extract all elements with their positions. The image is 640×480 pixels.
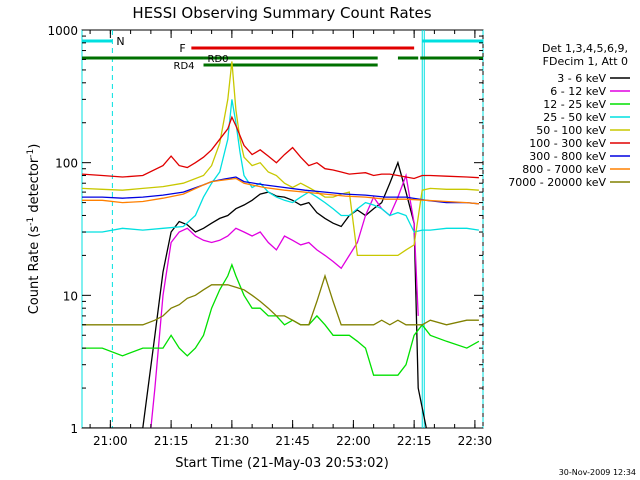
x-tick-label: 22:00 [336, 434, 371, 448]
plot-frame [81, 29, 484, 429]
y-axis-label-end: ) [27, 144, 42, 149]
annotation-layer [81, 30, 484, 428]
x-tick-label: 21:00 [93, 434, 128, 448]
y-tick-label: 1000 [47, 24, 78, 38]
x-tick-label: 22:30 [458, 434, 493, 448]
legend-header-line2: FDecim 1, Att 0 [543, 55, 628, 68]
series-line-4 [82, 61, 479, 257]
y-axis-label-main: Count Rate (s [27, 226, 42, 315]
legend-header-line1: Det 1,3,4,5,6,9, [542, 42, 628, 55]
legend: Det 1,3,4,5,6,9, FDecim 1, Att 0 3 - 6 k… [508, 42, 630, 189]
plot-area: 21:00 21:15 21:30 21:45 22:00 22:15 22:30 1 10 10… [47, 24, 492, 448]
y-tick-label: 10 [63, 289, 78, 303]
y-axis-label: Count Rate (s-1 detector-1) [26, 144, 42, 315]
series-line-1 [150, 173, 419, 428]
y-axis-label-mid: detector [27, 157, 42, 217]
y-axis-label-sup2: -1 [26, 149, 36, 158]
footer-date: 30-Nov-2009 12:34 [559, 468, 636, 477]
x-tick-label: 21:45 [275, 434, 310, 448]
series-line-7 [82, 177, 479, 205]
x-axis-label: Start Time (21-May-03 20:53:02) [175, 456, 389, 471]
ticks-layer: 21:00 21:15 21:30 21:45 22:00 22:15 22:30 1 10 10… [47, 24, 492, 448]
series-line-2 [82, 262, 480, 376]
legend-label-3: 25 - 50 keV [543, 111, 606, 124]
legend-label-4: 50 - 100 keV [536, 124, 606, 137]
series-line-3 [82, 99, 479, 233]
y-tick-label: 100 [55, 157, 78, 171]
legend-label-8: 7000 - 20000 keV [508, 176, 606, 189]
series-line-8 [82, 273, 479, 326]
legend-label-2: 12 - 25 keV [543, 98, 606, 111]
rd0-label: RD0 [208, 54, 229, 65]
y-axis-label-sup1: -1 [26, 217, 36, 226]
rd4-label: RD4 [174, 61, 195, 72]
chart-title: HESSI Observing Summary Count Rates [132, 4, 431, 22]
series-layer [82, 61, 480, 428]
x-tick-label: 21:30 [215, 434, 250, 448]
legend-label-1: 6 - 12 keV [550, 85, 606, 98]
series-line-6 [82, 176, 479, 205]
legend-label-6: 300 - 800 keV [529, 150, 606, 163]
legend-label-7: 800 - 7000 keV [522, 163, 606, 176]
night-label: N [116, 35, 124, 48]
y-tick-label: 1 [70, 422, 78, 436]
legend-label-0: 3 - 6 keV [557, 72, 606, 85]
x-tick-label: 22:15 [397, 434, 432, 448]
flare-label: F [179, 42, 185, 55]
x-tick-label: 21:15 [154, 434, 189, 448]
series-line-5 [82, 115, 479, 180]
legend-label-5: 100 - 300 keV [529, 137, 606, 150]
